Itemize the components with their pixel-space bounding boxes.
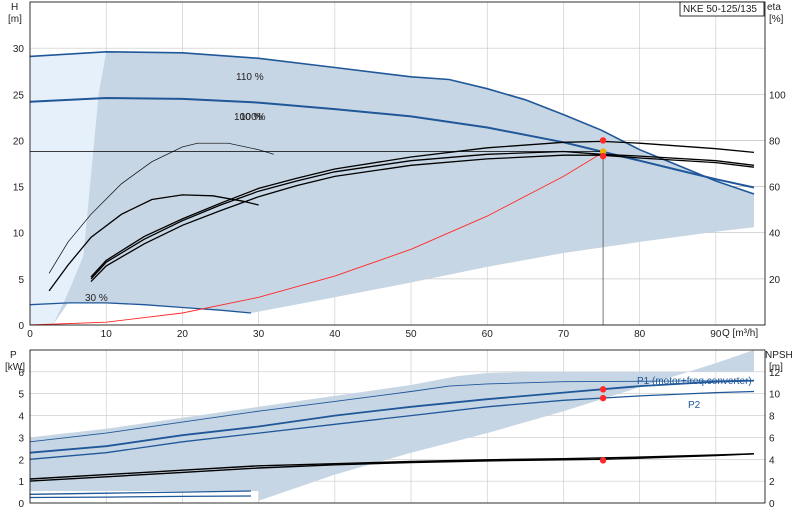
- series-eta-e: [90, 154, 755, 283]
- top-frame: [29, 1, 766, 326]
- series-eta-b: [48, 194, 259, 292]
- top-operating-range: [30, 51, 755, 326]
- legend-p2: P2: [688, 400, 701, 411]
- series-30-: [29, 302, 252, 314]
- series-system: [29, 152, 602, 326]
- bottom-band-main: [30, 350, 754, 501]
- annotation-100b: 100%: [240, 112, 266, 123]
- duty-marker: [599, 148, 607, 155]
- bottom-y-tick: 4: [18, 412, 24, 423]
- bottom-frame: [29, 349, 766, 504]
- top-y-tick: 5: [18, 275, 24, 286]
- bottom-y-unit: [kW]: [5, 362, 25, 373]
- top-x-tick: 20: [177, 329, 189, 340]
- top-x-tick: 0: [27, 329, 33, 340]
- bottom-y2-tick: 10: [769, 390, 781, 401]
- bottom-y2-tick: 8: [769, 412, 775, 423]
- bottom-y2-tick: 2: [769, 477, 775, 488]
- top-x-label: Q [m³/h]: [722, 328, 758, 339]
- series-eta-a: [48, 142, 275, 274]
- annotation-30: 30 %: [85, 293, 108, 304]
- top-band-light: [30, 51, 107, 325]
- top-y-tick: 10: [13, 229, 25, 240]
- bottom-y-label: P: [10, 350, 17, 361]
- top-y2-tick: 100: [769, 90, 786, 101]
- top-x-tick: 80: [634, 329, 646, 340]
- top-y2-tick: 60: [769, 183, 781, 194]
- bottom-duty-marker: [599, 386, 607, 393]
- top-y-tick: 15: [13, 183, 25, 194]
- top-y2-unit: [%]: [769, 14, 784, 25]
- top-x-tick: 40: [329, 329, 341, 340]
- bottom-duty-marker: [599, 394, 607, 402]
- bottom-y-tick: 0: [18, 499, 24, 510]
- series-100-: [29, 96, 755, 189]
- series-NPSH-b: [29, 453, 755, 480]
- bottom-y-tick: 1: [18, 477, 24, 488]
- top-y-label: H: [11, 2, 18, 13]
- top-x-tick: 50: [405, 329, 417, 340]
- bottom-y2-tick: 12: [769, 368, 781, 379]
- top-band-main: [52, 51, 755, 326]
- series-P2: [29, 390, 755, 460]
- bottom-y-tick: 2: [18, 455, 24, 466]
- top-x-tick: 70: [558, 329, 570, 340]
- top-y-tick: 0: [18, 321, 24, 332]
- top-y2-tick: 40: [769, 229, 781, 240]
- series-P1-motor-freq-converter-: [29, 379, 755, 454]
- series-NPSH-a: [29, 453, 755, 482]
- bottom-y-tick: 3: [18, 433, 24, 444]
- series-P1-110: [29, 380, 755, 443]
- top-axes: 0 10 20 30 40 50 60 70 80 90 0 5 10 15 20 25 30 20 40 60 80 1…: [13, 1, 786, 340]
- bottom-y-tick: 6: [18, 368, 24, 379]
- top-y-tick: 20: [13, 136, 25, 147]
- series-P-30b: [29, 495, 252, 499]
- top-curves: [29, 50, 755, 326]
- bottom-y2-label: NPSH: [765, 350, 793, 361]
- bottom-y2-tick: 0: [769, 499, 775, 510]
- annotation-110: 110 %: [236, 72, 264, 83]
- top-x-tick: 10: [101, 329, 113, 340]
- bottom-y2-tick: 4: [769, 455, 775, 466]
- series-P-30: [29, 490, 252, 495]
- top-y2-tick: 80: [769, 136, 781, 147]
- bottom-curves: [29, 379, 755, 499]
- top-y-unit: [m]: [8, 14, 22, 25]
- series-eta-d: [90, 150, 755, 280]
- top-y2-tick: 20: [769, 275, 781, 286]
- top-x-tick: 60: [482, 329, 494, 340]
- chart-title: NKE 50-125/135: [683, 4, 757, 15]
- bottom-operating-range: [30, 350, 754, 501]
- top-y-tick: 30: [13, 44, 25, 55]
- bottom-npsh-marker: [599, 457, 607, 464]
- top-x-tick: 90: [710, 329, 722, 340]
- bottom-y-tick: 5: [18, 390, 24, 401]
- legend-p1: P1 (motor+freq.converter): [637, 376, 752, 387]
- chart-title-box: [679, 1, 765, 17]
- duty-marker: [599, 137, 607, 144]
- top-y2-label: eta: [767, 2, 781, 13]
- top-y-tick: 25: [13, 90, 25, 101]
- series-eta-c: [90, 140, 755, 278]
- annotation-100a: 100 %: [234, 112, 262, 123]
- bottom-y2-unit: [m]: [769, 362, 783, 373]
- top-x-tick: 30: [253, 329, 265, 340]
- bottom-y2-tick: 6: [769, 433, 775, 444]
- duty-marker: [599, 152, 607, 160]
